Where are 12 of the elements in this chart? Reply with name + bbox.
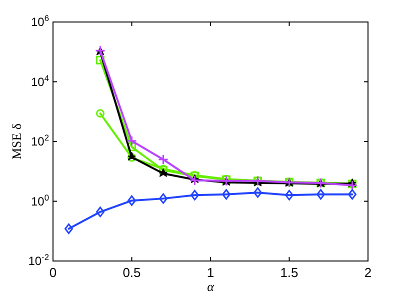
y-axis-title: MSE δ — [9, 123, 24, 160]
x-tick-label: 0.5 — [122, 265, 141, 280]
x-tick-label: 1.5 — [280, 265, 298, 280]
x-tick-label: 1 — [206, 265, 214, 280]
y-tick-label: 10$^{0}$ — [30, 192, 50, 208]
x-axis-title: α — [207, 279, 216, 294]
y-tick-label: 10$^{4}$ — [30, 72, 50, 89]
y-tick-label: 10$^{6}$ — [30, 13, 50, 29]
x-tick-label: 0 — [49, 265, 57, 280]
x-tick-label: 2 — [364, 265, 372, 280]
y-tick-label: 10$^{-2}$ — [28, 252, 50, 268]
y-tick-label: 10$^{2}$ — [30, 132, 50, 148]
